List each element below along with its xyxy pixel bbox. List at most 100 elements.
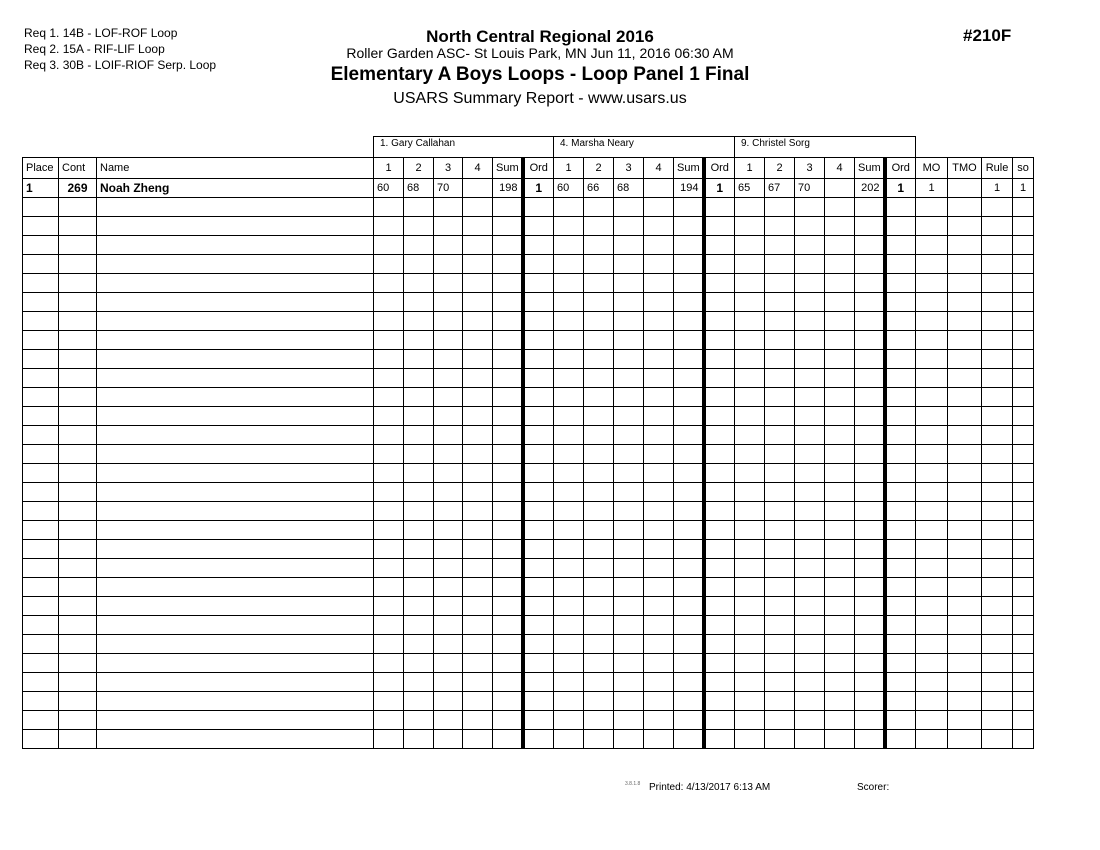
score-cell: [734, 444, 765, 464]
cont-cell: [58, 615, 97, 635]
ord-cell: [522, 596, 554, 616]
score-cell: [794, 539, 825, 559]
tmo-cell: [947, 729, 982, 749]
mo-cell: [915, 634, 948, 654]
score-cell: [462, 197, 493, 217]
score-cell: [433, 463, 463, 483]
col-header-judge2-1: 2: [583, 157, 614, 179]
score-cell: [433, 349, 463, 369]
score-cell: [583, 197, 614, 217]
score-cell: [462, 178, 493, 198]
mo-cell: [915, 577, 948, 597]
rule-cell: [981, 406, 1013, 426]
ord-cell: [703, 330, 735, 350]
score-cell: [734, 691, 765, 711]
score-cell: [734, 330, 765, 350]
place-cell: [22, 387, 59, 407]
col-header-extra-2: Rule: [981, 157, 1013, 179]
score-cell: [373, 501, 404, 521]
ord-cell: [884, 387, 916, 407]
ord-cell: [703, 634, 735, 654]
score-cell: [613, 387, 644, 407]
table-row: [22, 444, 1034, 464]
score-cell: [462, 729, 493, 749]
score-cell: [373, 368, 404, 388]
score-cell: [403, 539, 434, 559]
name-cell: [96, 596, 374, 616]
score-cell: [462, 691, 493, 711]
ord-cell: [703, 539, 735, 559]
so-cell: [1012, 311, 1034, 331]
score-cell: [373, 406, 404, 426]
tmo-cell: [947, 349, 982, 369]
score-cell: [403, 615, 434, 635]
ord-cell: [884, 539, 916, 559]
score-cell: [764, 292, 795, 312]
ord-cell: [884, 406, 916, 426]
score-cell: [643, 634, 674, 654]
mo-cell: 1: [915, 178, 948, 198]
score-cell: [764, 311, 795, 331]
rule-cell: [981, 235, 1013, 255]
rule-cell: [981, 330, 1013, 350]
table-row: [22, 254, 1034, 274]
score-cell: [824, 387, 855, 407]
place-cell: [22, 292, 59, 312]
tmo-cell: [947, 216, 982, 236]
score-cell: [613, 292, 644, 312]
name-cell: [96, 425, 374, 445]
ord-cell: [522, 387, 554, 407]
score-cell: [583, 254, 614, 274]
sum-cell: [673, 406, 706, 426]
score-cell: [643, 178, 674, 198]
score-cell: [824, 425, 855, 445]
table-row: [22, 235, 1034, 255]
name-cell: [96, 235, 374, 255]
table-row: [22, 273, 1034, 293]
sum-cell: [673, 653, 706, 673]
tmo-cell: [947, 596, 982, 616]
sum-cell: [673, 425, 706, 445]
score-cell: [403, 444, 434, 464]
score-cell: [583, 444, 614, 464]
score-cell: [553, 292, 584, 312]
mo-cell: [915, 520, 948, 540]
ord-cell: [884, 349, 916, 369]
table-row: [22, 425, 1034, 445]
cont-cell: [58, 330, 97, 350]
col-header-judge2-3: 4: [643, 157, 674, 179]
cont-cell: [58, 634, 97, 654]
mo-cell: [915, 349, 948, 369]
score-cell: [583, 672, 614, 692]
score-cell: [764, 254, 795, 274]
score-cell: [373, 311, 404, 331]
tmo-cell: [947, 292, 982, 312]
ord-cell: [703, 368, 735, 388]
score-cell: [433, 691, 463, 711]
score-cell: [613, 254, 644, 274]
score-cell: [643, 653, 674, 673]
score-cell: [373, 349, 404, 369]
score-cell: [462, 292, 493, 312]
rule-cell: [981, 501, 1013, 521]
score-cell: [794, 292, 825, 312]
score-cell: [613, 691, 644, 711]
ord-cell: 1: [703, 178, 735, 198]
ord-cell: [522, 672, 554, 692]
sum-cell: [854, 254, 887, 274]
score-cell: [824, 672, 855, 692]
score-cell: [794, 349, 825, 369]
score-cell: [643, 672, 674, 692]
score-cell: [824, 311, 855, 331]
mo-cell: [915, 254, 948, 274]
score-cell: [433, 425, 463, 445]
score-cell: [613, 558, 644, 578]
score-cell: [433, 672, 463, 692]
so-cell: [1012, 729, 1034, 749]
score-cell: 60: [373, 178, 404, 198]
score-cell: [462, 349, 493, 369]
score-cell: [794, 501, 825, 521]
name-cell: [96, 615, 374, 635]
scorer-label: Scorer:: [857, 782, 890, 793]
event-title: Elementary A Boys Loops - Loop Panel 1 F…: [330, 64, 750, 85]
